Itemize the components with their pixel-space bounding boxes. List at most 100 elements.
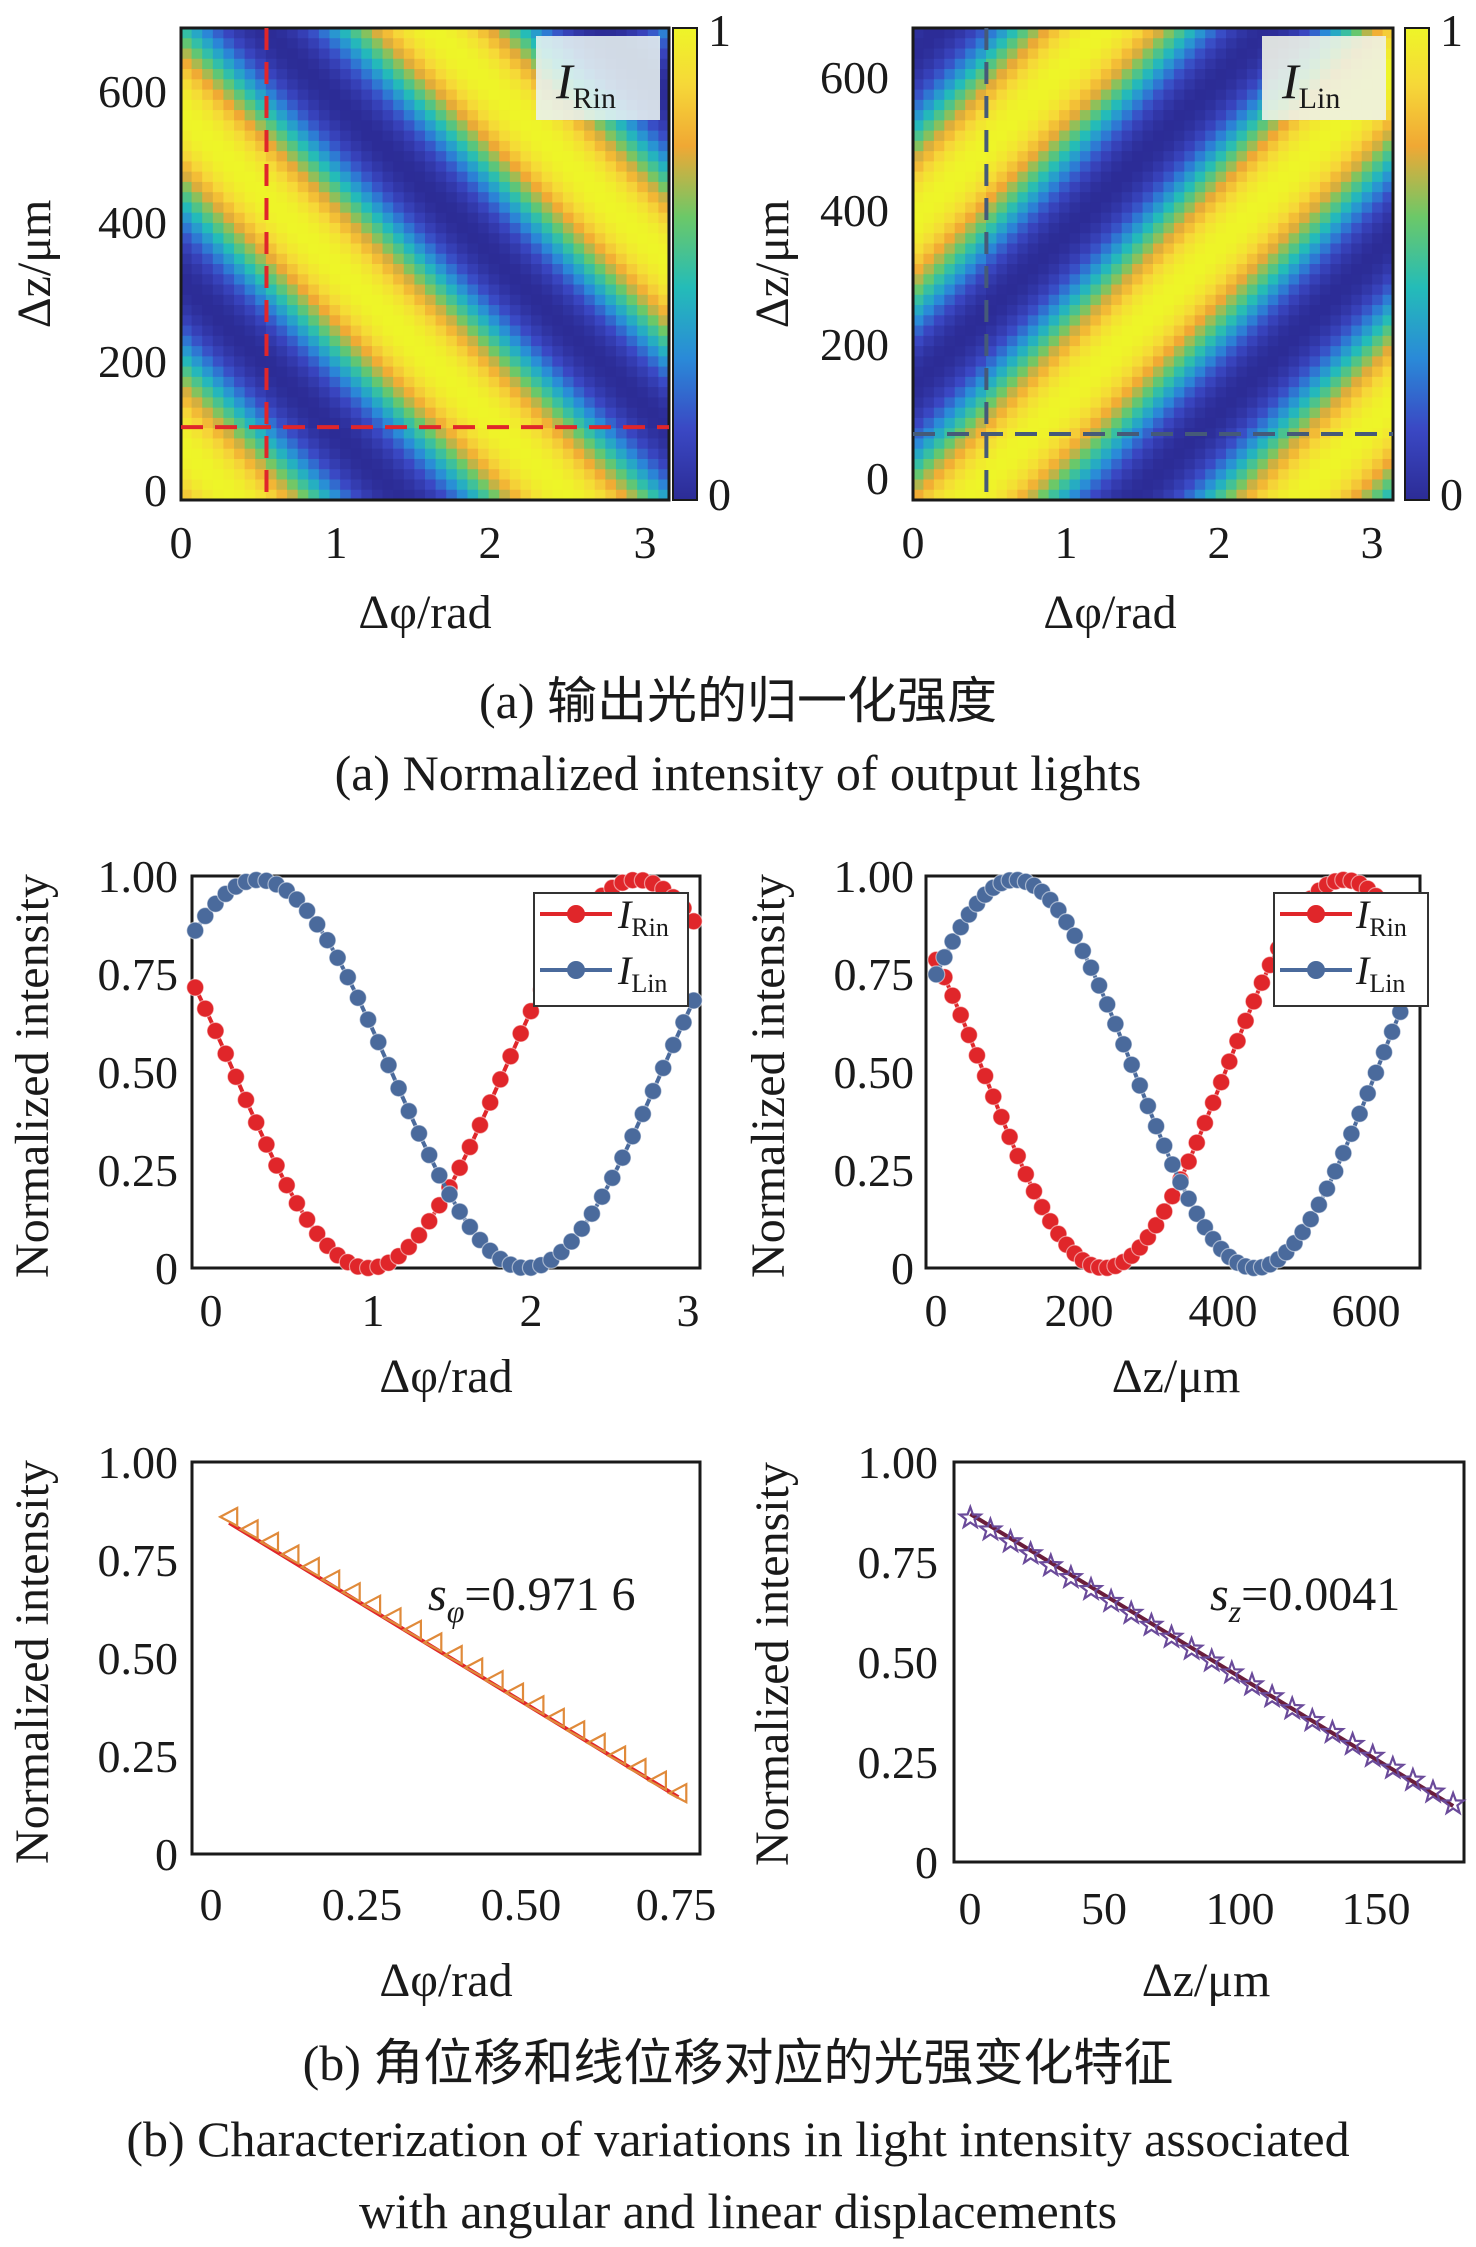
heatmap-irin-frame xyxy=(179,26,671,502)
fit-linear-ytick: 1.00 xyxy=(858,1437,939,1488)
heatmap-cell xyxy=(594,315,606,327)
sine-angular-xlabel: Δφ/rad xyxy=(379,1350,512,1403)
heatmap-cell xyxy=(414,346,426,357)
heatmap-cell xyxy=(478,161,490,173)
heatmap-cell xyxy=(954,171,966,183)
heatmap-cell xyxy=(1330,479,1342,491)
heatmap-cell xyxy=(562,130,575,142)
heatmap-cell xyxy=(181,417,193,429)
heatmap-cell xyxy=(1330,28,1342,39)
heatmap-cell xyxy=(986,79,998,91)
data-point-rin xyxy=(511,1024,530,1043)
heatmap-cell xyxy=(626,202,638,214)
heatmap-cell xyxy=(1309,181,1321,193)
heatmap-cell xyxy=(350,212,362,224)
heatmap-cell xyxy=(996,489,1008,501)
heatmap-cell xyxy=(1017,120,1029,132)
heatmap-cell xyxy=(1184,448,1196,460)
heatmap-cell xyxy=(509,438,522,450)
heatmap-cell xyxy=(350,233,362,245)
heatmap-cell xyxy=(1153,181,1165,193)
heatmap-cell xyxy=(297,397,309,409)
heatmap-cell xyxy=(954,438,966,450)
heatmap-cell xyxy=(541,376,553,388)
heatmap-cell xyxy=(1278,212,1290,224)
heatmap-cell xyxy=(944,325,956,337)
heatmap-cell xyxy=(1069,161,1081,173)
heatmap-cell xyxy=(1205,448,1217,460)
heatmap-cell xyxy=(467,171,479,183)
heatmap-cell xyxy=(446,130,458,142)
heatmap-cell xyxy=(1173,233,1185,245)
heatmap-cell xyxy=(1038,192,1050,204)
heatmap-cell xyxy=(287,417,299,429)
heatmap-cell xyxy=(954,458,966,470)
heatmap-cell xyxy=(1090,479,1102,491)
heatmap-cell xyxy=(584,346,596,357)
heatmap-cell xyxy=(944,222,956,234)
heatmap-cell xyxy=(265,428,278,440)
heatmap-cell xyxy=(478,110,490,121)
heatmap-cell xyxy=(276,417,288,429)
heatmap-cell xyxy=(265,458,278,470)
heatmap-cell xyxy=(509,489,522,501)
data-point-lin xyxy=(318,931,337,950)
heatmap-cell xyxy=(191,171,203,183)
heatmap-cell xyxy=(975,79,987,91)
heatmap-cell xyxy=(1278,335,1290,347)
heatmap-cell xyxy=(1079,99,1091,111)
heatmap-cell xyxy=(234,171,246,183)
heatmap-cell xyxy=(1340,479,1352,491)
data-point-rin xyxy=(1187,1133,1206,1152)
heatmap-cell xyxy=(531,458,543,470)
heatmap-cell xyxy=(244,79,256,91)
heatmap-cell xyxy=(1142,120,1154,132)
heatmap-cell xyxy=(181,305,193,316)
heatmap-cell xyxy=(1309,387,1321,398)
heatmap-cell xyxy=(308,469,320,481)
heatmap-cell xyxy=(329,38,341,50)
heatmap-cell xyxy=(1038,161,1050,173)
heatmap-cell xyxy=(986,489,998,501)
data-point-rin xyxy=(1024,1182,1044,1201)
legend-label-ilin: ILin xyxy=(1355,948,1405,998)
heatmap-cell xyxy=(1340,469,1352,481)
heatmap-cell xyxy=(562,212,575,224)
heatmap-cell xyxy=(933,284,945,296)
heatmap-cell xyxy=(191,253,203,265)
heatmap-cell xyxy=(1173,458,1185,470)
heatmap-cell xyxy=(467,346,479,357)
heatmap-cell xyxy=(435,110,447,121)
heatmap-cell xyxy=(1184,110,1196,121)
heatmap-cell xyxy=(361,151,373,162)
heatmap-cell xyxy=(234,428,246,440)
heatmap-cell xyxy=(244,397,256,409)
heatmap-cell xyxy=(637,161,649,173)
heatmap-cell xyxy=(1319,233,1331,245)
heatmap-cell xyxy=(1361,140,1373,152)
heatmap-cell xyxy=(562,151,575,162)
heatmap-cell xyxy=(212,99,225,111)
heatmap-cell xyxy=(647,356,659,368)
heatmap-cell xyxy=(1288,284,1300,296)
data-point-rin xyxy=(481,1093,500,1112)
heatmap-cell xyxy=(446,448,458,460)
heatmap-cell xyxy=(329,489,341,501)
heatmap-cell xyxy=(1048,335,1060,347)
heatmap-cell xyxy=(933,110,945,121)
heatmap-cell xyxy=(541,233,553,245)
heatmap-cell xyxy=(605,407,617,419)
heatmap-cell xyxy=(371,233,384,245)
heatmap-cell xyxy=(1319,171,1331,183)
heatmap-cell xyxy=(361,284,373,296)
heatmap-cell xyxy=(923,489,935,501)
heatmap-cell xyxy=(350,315,362,327)
heatmap-cell xyxy=(212,325,225,337)
heatmap-cell xyxy=(414,489,426,501)
heatmap-cell xyxy=(371,69,384,80)
heatmap-cell xyxy=(605,376,617,388)
heatmap-cell xyxy=(573,212,585,224)
heatmap-cell xyxy=(414,325,426,337)
heatmap-cell xyxy=(371,428,384,440)
star-marker xyxy=(1318,1718,1347,1745)
